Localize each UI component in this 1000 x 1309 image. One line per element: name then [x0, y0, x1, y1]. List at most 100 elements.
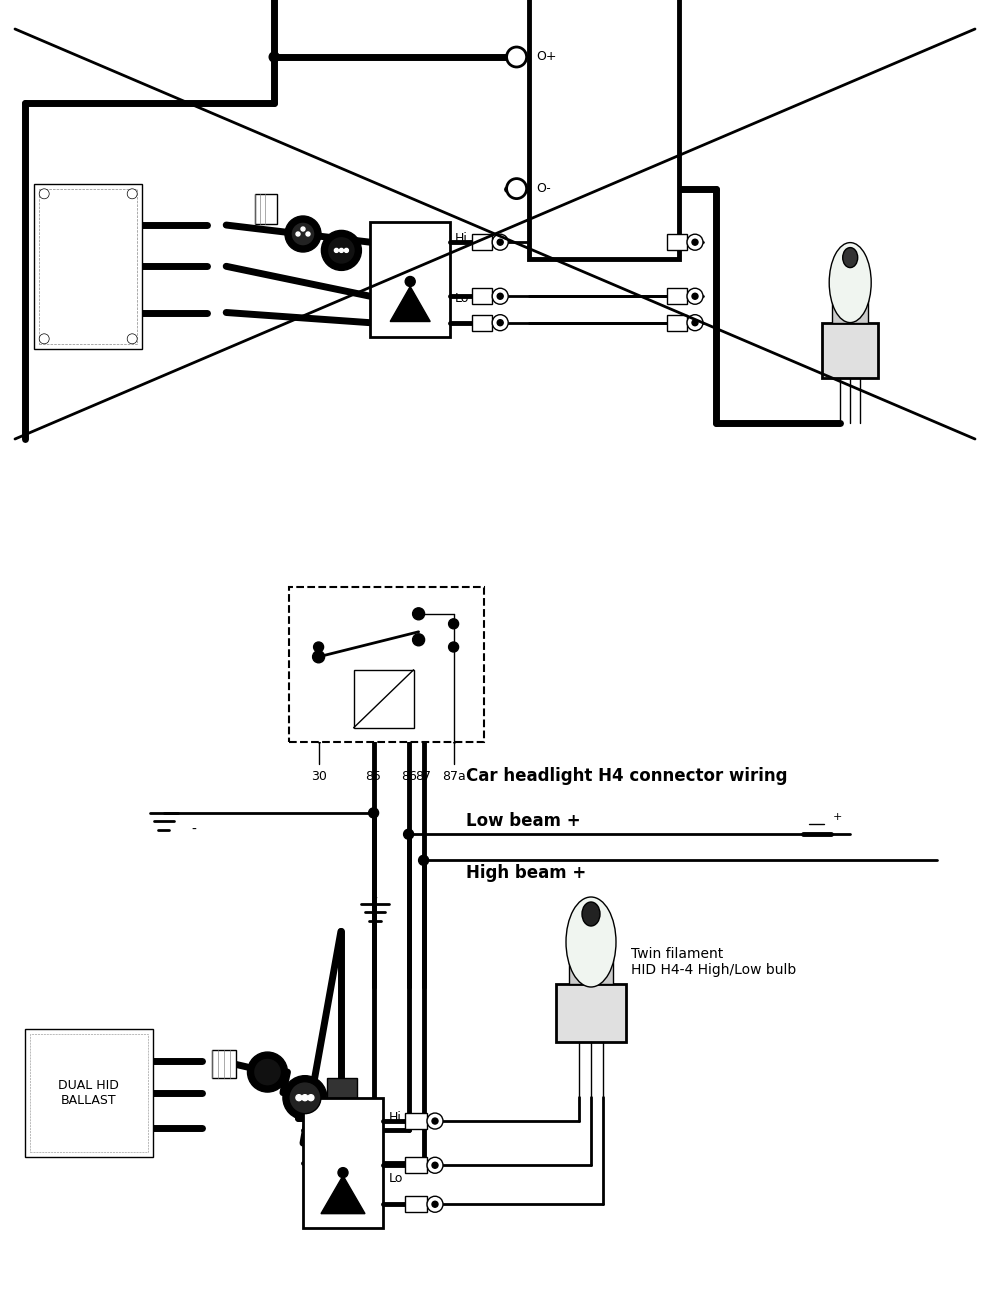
Bar: [327, 1077, 357, 1118]
Circle shape: [432, 1118, 438, 1124]
Text: O-: O-: [537, 182, 551, 195]
Circle shape: [427, 1196, 443, 1212]
Bar: [405, 1113, 427, 1130]
Circle shape: [369, 808, 379, 818]
Bar: [39, 188, 137, 344]
Bar: [667, 314, 687, 331]
Bar: [472, 288, 492, 304]
Bar: [212, 1050, 236, 1079]
Circle shape: [127, 334, 137, 344]
Circle shape: [302, 1094, 308, 1101]
Bar: [405, 1157, 427, 1173]
Bar: [569, 952, 613, 984]
Circle shape: [39, 188, 49, 199]
Circle shape: [432, 1202, 438, 1207]
Bar: [667, 288, 687, 304]
Circle shape: [296, 1094, 302, 1101]
Circle shape: [313, 651, 325, 662]
Circle shape: [687, 288, 703, 304]
Text: 87a: 87a: [442, 770, 465, 783]
Circle shape: [321, 230, 361, 271]
Bar: [667, 234, 687, 250]
Circle shape: [285, 216, 321, 253]
Text: 30: 30: [311, 770, 327, 783]
Ellipse shape: [566, 897, 616, 987]
Circle shape: [492, 234, 508, 250]
Text: -: -: [191, 823, 196, 836]
Text: -: -: [373, 891, 377, 906]
Circle shape: [306, 232, 310, 236]
Circle shape: [687, 314, 703, 331]
Circle shape: [687, 234, 703, 250]
Text: Lo: Lo: [389, 1172, 403, 1185]
Bar: [289, 586, 484, 742]
Circle shape: [314, 641, 324, 652]
Circle shape: [497, 240, 503, 245]
Bar: [354, 670, 414, 728]
Circle shape: [427, 1113, 443, 1130]
Circle shape: [413, 607, 425, 619]
Circle shape: [269, 52, 279, 62]
Circle shape: [507, 178, 527, 199]
Text: Hi: Hi: [455, 232, 468, 245]
Circle shape: [497, 293, 503, 300]
Circle shape: [339, 249, 343, 253]
Text: +: +: [833, 812, 842, 822]
Text: 87: 87: [416, 770, 432, 783]
Text: High beam +: High beam +: [466, 864, 586, 882]
Text: Hi: Hi: [389, 1111, 402, 1124]
Text: Twin filament
HID H4-4 High/Low bulb: Twin filament HID H4-4 High/Low bulb: [631, 946, 796, 977]
Ellipse shape: [582, 902, 600, 925]
Ellipse shape: [843, 247, 858, 267]
Text: DUAL HID
BALLAST: DUAL HID BALLAST: [58, 1079, 119, 1106]
Circle shape: [692, 319, 698, 326]
Text: 85: 85: [366, 770, 382, 783]
Bar: [472, 314, 492, 331]
Circle shape: [449, 619, 459, 628]
Bar: [405, 1196, 427, 1212]
Bar: [832, 293, 868, 322]
Circle shape: [127, 188, 137, 199]
Circle shape: [492, 314, 508, 331]
Polygon shape: [390, 287, 430, 322]
Bar: [370, 221, 450, 336]
Circle shape: [291, 223, 315, 246]
Circle shape: [296, 232, 300, 236]
Bar: [34, 183, 142, 348]
Circle shape: [247, 1052, 287, 1092]
Circle shape: [301, 226, 305, 230]
Bar: [25, 1029, 153, 1157]
Circle shape: [338, 1168, 348, 1178]
Text: 86: 86: [401, 770, 417, 783]
Circle shape: [289, 1081, 321, 1114]
Bar: [472, 234, 492, 250]
Bar: [529, 0, 679, 259]
Circle shape: [334, 249, 338, 253]
Text: Car headlight H4 connector wiring: Car headlight H4 connector wiring: [466, 767, 788, 785]
Text: Low beam +: Low beam +: [466, 812, 581, 830]
Circle shape: [327, 237, 355, 264]
Ellipse shape: [829, 242, 871, 322]
Circle shape: [283, 1076, 327, 1119]
Circle shape: [449, 641, 459, 652]
Bar: [303, 1098, 383, 1228]
Circle shape: [419, 855, 429, 865]
Circle shape: [692, 240, 698, 245]
Circle shape: [507, 47, 527, 67]
Circle shape: [427, 1157, 443, 1173]
Circle shape: [39, 334, 49, 344]
Circle shape: [308, 1094, 314, 1101]
Bar: [30, 1034, 148, 1152]
Circle shape: [253, 1058, 281, 1086]
Circle shape: [405, 276, 415, 287]
Circle shape: [692, 293, 698, 300]
Text: O+: O+: [537, 51, 557, 64]
Bar: [556, 984, 626, 1042]
Circle shape: [497, 319, 503, 326]
Polygon shape: [321, 1175, 365, 1213]
Circle shape: [413, 634, 425, 645]
Circle shape: [344, 249, 348, 253]
Bar: [255, 195, 277, 224]
Circle shape: [492, 288, 508, 304]
Bar: [822, 322, 878, 377]
